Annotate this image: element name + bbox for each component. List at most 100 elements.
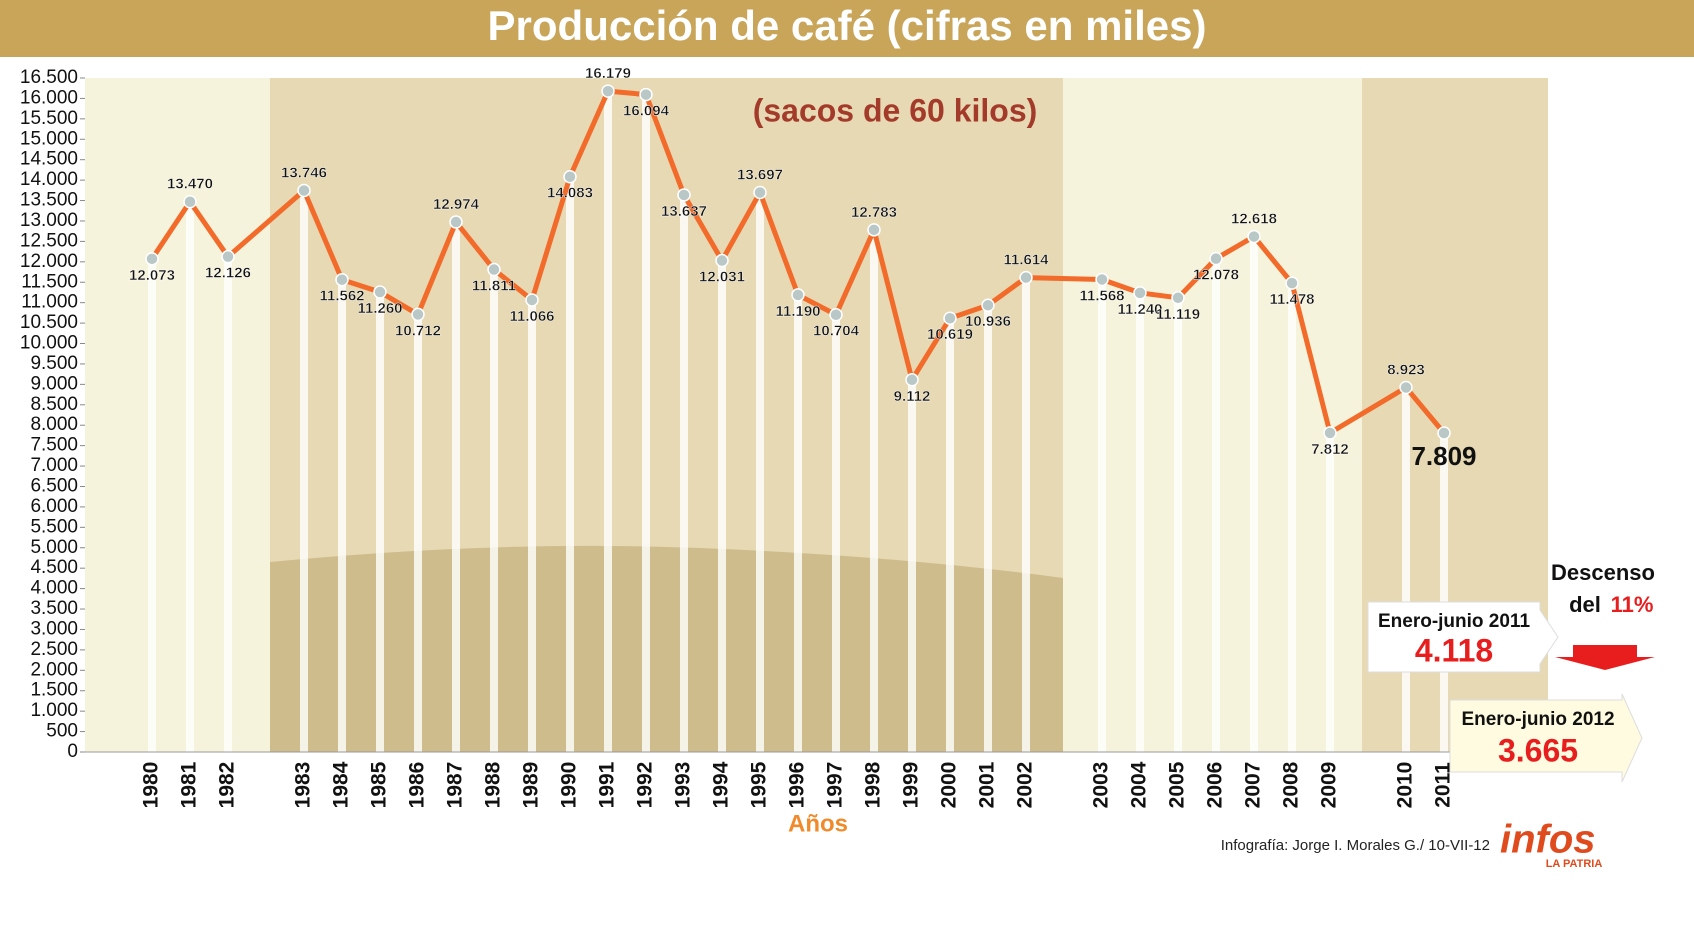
drop-bar (148, 258, 156, 752)
y-tick-label: 13.000 (20, 210, 78, 231)
box-2012 (1449, 693, 1643, 783)
y-tick-label: 9.500 (30, 353, 78, 374)
data-label: 13.746 (281, 164, 327, 181)
x-tick-label: 2009 (1318, 762, 1341, 809)
chart-title: Producción de café (cifras en miles) (488, 2, 1207, 49)
drop-bar (452, 222, 460, 753)
drop-bar (566, 176, 574, 753)
y-tick-label: 11.500 (21, 271, 78, 292)
x-tick-label: 1987 (444, 762, 467, 809)
y-tick-label: 8.000 (30, 414, 78, 435)
drop-bar (718, 260, 726, 752)
data-label: 14.083 (547, 185, 593, 202)
point (867, 223, 881, 237)
drop-bar (376, 292, 384, 752)
y-tick-label: 6.000 (30, 496, 78, 517)
point (601, 84, 615, 98)
drop-bar (756, 192, 764, 753)
point (1285, 276, 1299, 290)
x-tick-label: 2005 (1166, 761, 1189, 808)
x-tick-label: 1996 (786, 762, 809, 809)
y-tick-label: 14.500 (20, 149, 78, 170)
drop-bar (1136, 292, 1144, 752)
y-tick-label: 10.500 (20, 312, 78, 333)
subtitle: (sacos de 60 kilos) (753, 92, 1038, 128)
data-label: 11.066 (509, 308, 554, 325)
data-label: 12.783 (851, 204, 897, 221)
x-tick-label: 1993 (672, 762, 695, 809)
annotation: Enero-junio 2011 (1378, 611, 1530, 632)
point (677, 188, 691, 202)
box-2011 (1367, 601, 1559, 673)
drop-bar (1288, 283, 1296, 752)
drop-bar (1098, 279, 1106, 752)
point (563, 169, 577, 184)
y-tick-label: 8.500 (30, 394, 78, 415)
line (149, 88, 1446, 436)
y-tick-label: 15.500 (20, 108, 78, 129)
y-tick-label: 16.500 (20, 67, 78, 88)
x-tick-label: 1992 (634, 762, 657, 809)
data-label: 13.637 (661, 203, 707, 220)
point (1399, 380, 1413, 395)
x-tick-label: 2008 (1280, 761, 1303, 808)
y-tick-label: 1.000 (30, 700, 78, 721)
y-tick-label: 7.000 (30, 455, 78, 476)
drop-bar (1250, 236, 1258, 752)
y-tick-label: 12.000 (20, 251, 78, 272)
x-tick-label: 1995 (748, 761, 771, 808)
point (145, 252, 159, 266)
x-tick-label: 2010 (1394, 762, 1417, 809)
data-label: 11.119 (1156, 306, 1200, 323)
x-tick-label: 1998 (862, 761, 885, 808)
annotation: Enero-junio 2012 (1461, 709, 1614, 730)
y-tick-label: 16.000 (20, 87, 78, 108)
point (943, 311, 957, 325)
x-tick-label: 1985 (368, 761, 391, 808)
band (85, 78, 270, 752)
drop-bar (490, 269, 498, 752)
x-tick-label: 2000 (938, 762, 961, 809)
x-tick-label: 1980 (140, 762, 163, 809)
drop-bar (414, 314, 422, 752)
data-label: 12.031 (699, 269, 745, 286)
y-tick-label: 2.000 (30, 659, 78, 680)
point (829, 308, 843, 322)
x-tick-label: 1988 (482, 761, 505, 808)
y-tick-label: 10.000 (20, 333, 78, 354)
y-tick-label: 15.000 (20, 128, 78, 149)
data-label: 11.478 (1269, 291, 1314, 308)
x-tick-label: 1984 (330, 761, 353, 808)
drop-bar (300, 190, 308, 753)
x-tick-label: 2001 (976, 761, 999, 808)
y-tick-label: 500 (46, 721, 78, 742)
x-tick-label: 2003 (1090, 762, 1113, 809)
drop-bar (794, 294, 802, 752)
point (183, 195, 197, 209)
drop-bar (1326, 432, 1334, 752)
point (297, 183, 311, 198)
drop-bar (946, 318, 954, 752)
x-tick-label: 1999 (900, 762, 923, 809)
coffee-photo (270, 545, 1063, 752)
point (1019, 270, 1033, 285)
data-label: 16.179 (585, 65, 631, 82)
y-tick-label: 14.000 (20, 169, 78, 190)
y-tick-label: 0 (67, 741, 78, 762)
logo-sub: LA PATRIA (1546, 858, 1603, 870)
data-label: 10.936 (965, 313, 1011, 330)
y-tick-label: 5.000 (30, 537, 78, 558)
x-tick-label: 1997 (824, 762, 847, 809)
data-label: 11.260 (357, 300, 402, 317)
point (753, 185, 767, 200)
x-tick-label: 1981 (178, 761, 201, 808)
data-label: 12.126 (205, 265, 251, 282)
drop-bar (604, 91, 612, 752)
x-axis-label: Años (788, 810, 848, 837)
data-label: 13.470 (167, 176, 213, 193)
drop-bar (908, 379, 916, 752)
point (905, 373, 919, 387)
x-tick-label: 2011 (1432, 762, 1455, 808)
